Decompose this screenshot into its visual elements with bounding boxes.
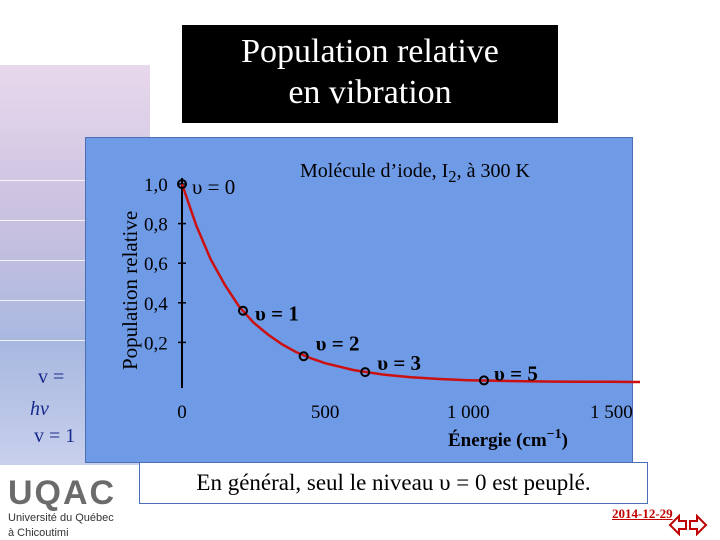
chart-subtitle: Molécule d’iode, I2, à 300 K [300,160,530,187]
y-tick-label-3: 0,4 [144,294,168,315]
level-marker-2 [298,351,309,362]
background-text-v1: v = 1 [34,425,76,447]
x-tick-label-3: 1 500 [590,402,633,423]
slide-title-line-1: Population relative [241,33,499,70]
logo-wordmark: UQAC [8,474,117,512]
x-axis-label-end: ) [562,430,568,451]
slide-title: Population relative en vibration [182,25,558,123]
chart-panel [85,137,633,463]
navigation-arrows-icon[interactable] [668,514,708,536]
level-label-0: υ = 0 [192,175,235,199]
level-label-4: υ = 5 [494,361,538,385]
background-lines [0,180,90,380]
level-label-3: υ = 3 [377,351,421,375]
y-tick-label-4: 0,2 [144,333,168,354]
y-tick-label-1: 0,8 [144,215,168,236]
x-tick-label-2: 1 000 [447,402,490,423]
y-tick-label-0: 1,0 [144,175,168,196]
level-label-1: υ = 1 [255,302,299,326]
slide-date: 2014-12-29 [612,506,673,521]
logo-line-2: à Chicoutimi [8,527,69,539]
x-axis-label-main: Énergie (cm [448,429,547,451]
level-label-2: υ = 2 [316,331,360,355]
slide-title-line-2: en vibration [288,74,452,111]
uqac-logo: UQAC Université du Québec à Chicoutimi [8,476,118,540]
level-marker-0 [177,179,187,189]
slide-caption: En général, seul le niveau υ = 0 est peu… [139,462,648,504]
level-marker-3 [360,367,371,378]
x-axis-label-sup: −1 [547,427,562,442]
level-marker-4 [478,375,489,386]
chart-subtitle-prefix: Molécule d’iode, I [300,160,449,182]
x-tick-label-1: 500 [311,402,340,423]
population-curve [180,183,641,384]
chart-subtitle-suffix: , à 300 K [456,160,530,182]
background-text-hv: hν [30,398,49,420]
background-text-v: v = [38,366,65,388]
logo-line-1: Université du Québec [8,512,114,524]
chart-subtitle-subscript: 2 [448,167,457,186]
y-tick-label-2: 0,6 [144,254,168,275]
x-axis-label: Énergie (cm−1) [448,427,568,451]
x-tick-label-0: 0 [177,402,187,423]
level-marker-1 [237,305,248,316]
